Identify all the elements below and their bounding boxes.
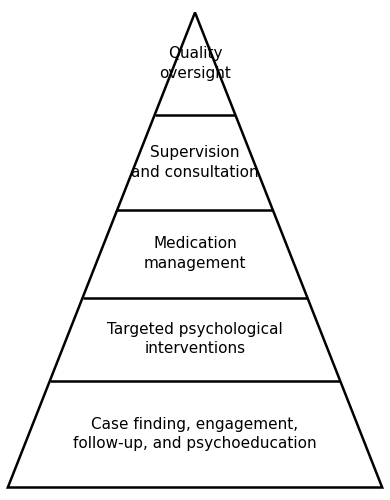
Text: Medication
management: Medication management: [144, 236, 246, 271]
Text: Case finding, engagement,
follow-up, and psychoeducation: Case finding, engagement, follow-up, and…: [73, 416, 317, 452]
Text: Supervision
and consultation: Supervision and consultation: [131, 144, 259, 180]
Text: Quality
oversight: Quality oversight: [159, 46, 231, 81]
Text: Targeted psychological
interventions: Targeted psychological interventions: [107, 322, 283, 356]
Polygon shape: [8, 12, 382, 488]
